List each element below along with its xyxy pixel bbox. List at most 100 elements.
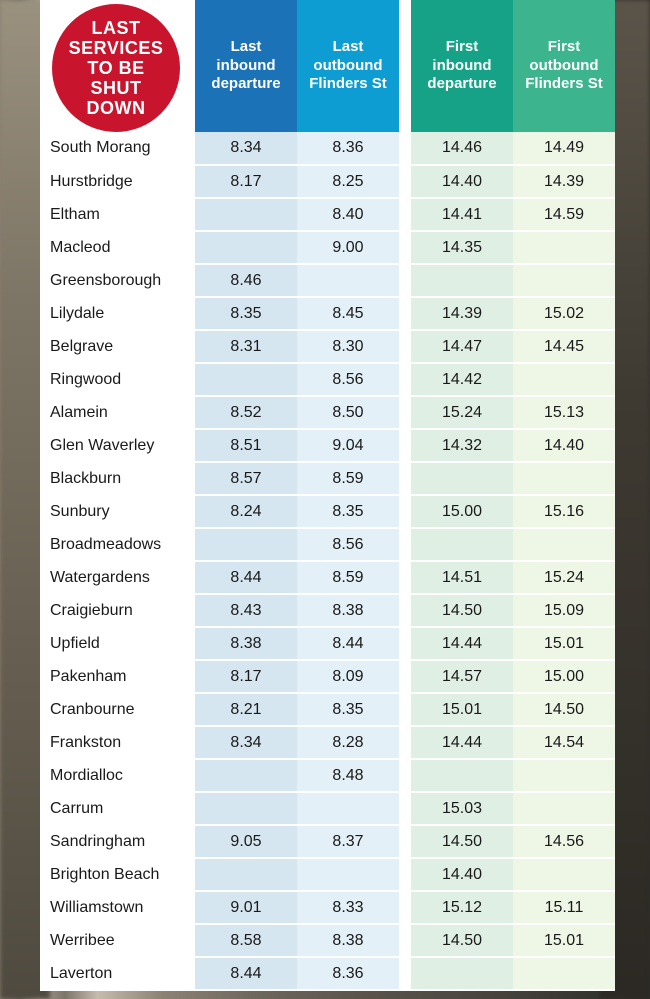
last-outbound-cell: 8.38 [297, 594, 399, 627]
gap-cell [399, 198, 411, 231]
gap-cell [399, 363, 411, 396]
last-inbound-cell [195, 231, 297, 264]
last-inbound-cell: 8.44 [195, 561, 297, 594]
first-inbound-cell: 14.40 [411, 165, 513, 198]
table-row: Carrum15.03 [40, 792, 615, 825]
last-outbound-cell: 8.37 [297, 825, 399, 858]
table-row: Williamstown9.018.3315.1215.11 [40, 891, 615, 924]
last-inbound-cell [195, 363, 297, 396]
station-cell: Upfield [40, 627, 195, 660]
last-outbound-cell: 9.04 [297, 429, 399, 462]
first-inbound-cell: 14.39 [411, 297, 513, 330]
first-inbound-cell [411, 264, 513, 297]
gap-cell [399, 891, 411, 924]
first-inbound-cell: 14.50 [411, 594, 513, 627]
last-outbound-cell: 8.59 [297, 462, 399, 495]
last-outbound-cell: 8.35 [297, 693, 399, 726]
last-outbound-cell: 8.09 [297, 660, 399, 693]
gap-cell [399, 462, 411, 495]
gap-cell [399, 528, 411, 561]
badge-text: LAST SERVICES TO BE SHUT DOWN [60, 18, 172, 119]
last-outbound-cell: 8.50 [297, 396, 399, 429]
table-row: Werribee8.588.3814.5015.01 [40, 924, 615, 957]
last-outbound-cell: 8.56 [297, 528, 399, 561]
schedule-table-container: Last inbound departure Last outbound Fli… [40, 0, 615, 991]
first-inbound-cell: 14.50 [411, 825, 513, 858]
table-row: Alamein8.528.5015.2415.13 [40, 396, 615, 429]
station-cell: Werribee [40, 924, 195, 957]
first-outbound-cell: 15.00 [513, 660, 615, 693]
first-outbound-cell [513, 231, 615, 264]
first-outbound-cell: 14.54 [513, 726, 615, 759]
table-row: Eltham 8.40 14.4114.59 [40, 198, 615, 231]
last-inbound-cell: 8.34 [195, 132, 297, 165]
station-cell: Cranbourne [40, 693, 195, 726]
first-outbound-cell [513, 759, 615, 792]
station-cell: Craigieburn [40, 594, 195, 627]
first-inbound-cell [411, 462, 513, 495]
station-cell: Pakenham [40, 660, 195, 693]
gap-cell [399, 660, 411, 693]
station-cell: Ringwood [40, 363, 195, 396]
badge-line: TO BE SHUT [87, 58, 144, 98]
station-cell: Eltham [40, 198, 195, 231]
last-inbound-cell: 8.21 [195, 693, 297, 726]
last-outbound-cell: 8.56 [297, 363, 399, 396]
gap-cell [399, 330, 411, 363]
last-inbound-cell: 8.17 [195, 165, 297, 198]
gap-cell [399, 825, 411, 858]
first-outbound-cell: 14.40 [513, 429, 615, 462]
first-inbound-cell: 14.46 [411, 132, 513, 165]
header-first-inbound: First inbound departure [411, 0, 513, 132]
gap-cell [399, 693, 411, 726]
first-outbound-cell: 15.16 [513, 495, 615, 528]
first-inbound-cell: 15.01 [411, 693, 513, 726]
last-inbound-cell: 8.24 [195, 495, 297, 528]
first-inbound-cell: 15.03 [411, 792, 513, 825]
first-inbound-cell [411, 528, 513, 561]
first-outbound-cell: 14.39 [513, 165, 615, 198]
first-outbound-cell: 14.49 [513, 132, 615, 165]
table-body: South Morang8.348.3614.4614.49Hurstbridg… [40, 132, 615, 990]
table-row: Hurstbridge8.178.2514.4014.39 [40, 165, 615, 198]
header-first-outbound: First outbound Flinders St [513, 0, 615, 132]
first-outbound-cell: 14.59 [513, 198, 615, 231]
table-row: Broadmeadows8.56 [40, 528, 615, 561]
first-inbound-cell [411, 759, 513, 792]
first-outbound-cell [513, 528, 615, 561]
first-outbound-cell [513, 957, 615, 990]
last-inbound-cell: 8.35 [195, 297, 297, 330]
gap-cell [399, 297, 411, 330]
last-outbound-cell: 9.00 [297, 231, 399, 264]
badge-line: SERVICES [69, 38, 164, 58]
first-outbound-cell [513, 858, 615, 891]
gap-cell [399, 561, 411, 594]
gap-cell [399, 495, 411, 528]
last-outbound-cell: 8.35 [297, 495, 399, 528]
station-cell: Alamein [40, 396, 195, 429]
table-row: Ringwood8.5614.42 [40, 363, 615, 396]
table-row: Greensborough8.46 [40, 264, 615, 297]
last-inbound-cell: 8.31 [195, 330, 297, 363]
last-outbound-cell: 8.40 [297, 198, 399, 231]
last-inbound-cell: 8.38 [195, 627, 297, 660]
title-badge: LAST SERVICES TO BE SHUT DOWN [52, 4, 180, 132]
table-row: Upfield8.388.4414.4415.01 [40, 627, 615, 660]
first-inbound-cell: 14.44 [411, 726, 513, 759]
last-inbound-cell: 8.58 [195, 924, 297, 957]
last-outbound-cell: 8.36 [297, 957, 399, 990]
first-outbound-cell: 15.02 [513, 297, 615, 330]
table-row: Belgrave8.318.3014.4714.45 [40, 330, 615, 363]
table-row: Lilydale8.358.4514.3915.02 [40, 297, 615, 330]
table-row: Sunbury8.248.3515.0015.16 [40, 495, 615, 528]
station-cell: Macleod [40, 231, 195, 264]
last-inbound-cell: 8.17 [195, 660, 297, 693]
last-outbound-cell: 8.48 [297, 759, 399, 792]
table-row: Mordialloc8.48 [40, 759, 615, 792]
first-outbound-cell: 15.11 [513, 891, 615, 924]
schedule-table: Last inbound departure Last outbound Fli… [40, 0, 615, 991]
last-outbound-cell: 8.36 [297, 132, 399, 165]
first-inbound-cell: 14.41 [411, 198, 513, 231]
station-cell: Glen Waverley [40, 429, 195, 462]
last-outbound-cell [297, 264, 399, 297]
